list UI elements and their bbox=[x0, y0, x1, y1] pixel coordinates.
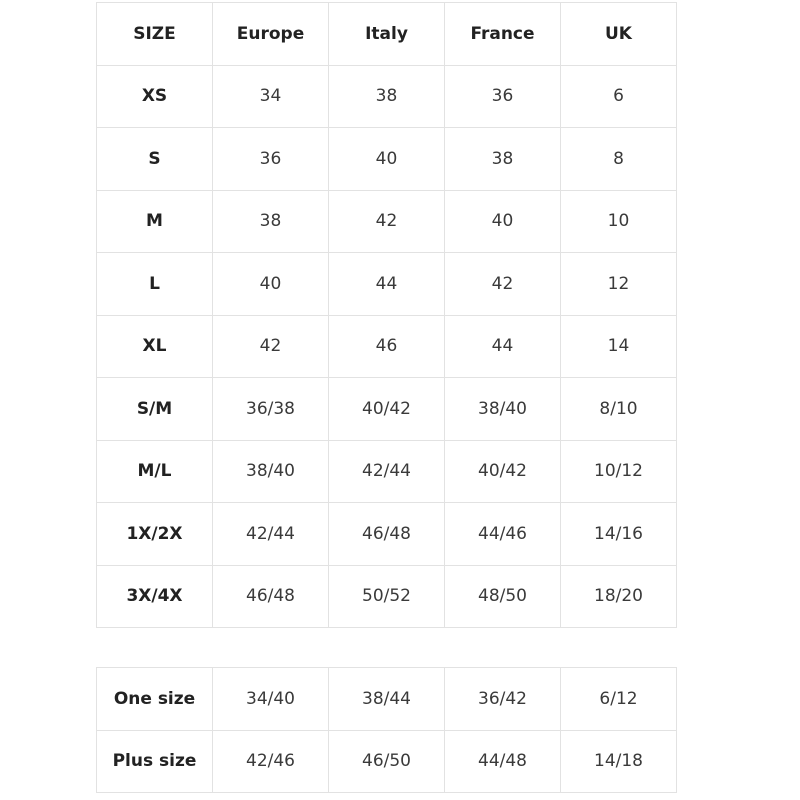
table-cell: 38/40 bbox=[212, 439, 329, 503]
table-cell: 44 bbox=[444, 314, 561, 378]
table-cell: 36 bbox=[444, 64, 561, 128]
table-cell: 50/52 bbox=[328, 564, 445, 628]
table-cell: 34 bbox=[212, 64, 329, 128]
table-cell: 40 bbox=[212, 252, 329, 316]
table-cell: 46 bbox=[328, 314, 445, 378]
table-cell: 42/44 bbox=[212, 502, 329, 566]
table-cell: 42/44 bbox=[328, 439, 445, 503]
table-cell: 14/16 bbox=[560, 502, 677, 566]
table-cell: 36 bbox=[212, 127, 329, 191]
table-row: S 36 40 38 8 bbox=[96, 127, 677, 191]
table-cell: 46/48 bbox=[212, 564, 329, 628]
table-row: M 38 42 40 10 bbox=[96, 189, 677, 253]
header-cell: 1X/2X bbox=[96, 502, 213, 566]
table-row: One size 34/40 38/44 36/42 6/12 bbox=[96, 667, 677, 731]
table-cell: 18/20 bbox=[560, 564, 677, 628]
table-cell: 38/44 bbox=[328, 667, 445, 731]
table-row: XL 42 46 44 14 bbox=[96, 314, 677, 378]
header-cell: XS bbox=[96, 64, 213, 128]
table-row: M/L 38/40 42/44 40/42 10/12 bbox=[96, 439, 677, 503]
table-cell: 44 bbox=[328, 252, 445, 316]
table-row: 3X/4X 46/48 50/52 48/50 18/20 bbox=[96, 564, 677, 628]
header-cell: Europe bbox=[212, 2, 329, 66]
table-cell: 42 bbox=[212, 314, 329, 378]
table-cell: 38 bbox=[328, 64, 445, 128]
header-cell: 3X/4X bbox=[96, 564, 213, 628]
header-cell: XL bbox=[96, 314, 213, 378]
special-size-table: One size 34/40 38/44 36/42 6/12 Plus size 42/4… bbox=[96, 667, 677, 793]
size-chart-table: SIZE Europe Italy France UK XS 34 38 36 6 S 36 40 38 8… bbox=[96, 2, 677, 628]
header-cell: France bbox=[444, 2, 561, 66]
header-cell: SIZE bbox=[96, 2, 213, 66]
table-cell: 48/50 bbox=[444, 564, 561, 628]
header-cell: One size bbox=[96, 667, 213, 731]
table-cell: 44/48 bbox=[444, 729, 561, 793]
table-cell: 14/18 bbox=[560, 729, 677, 793]
header-cell: M bbox=[96, 189, 213, 253]
table-cell: 34/40 bbox=[212, 667, 329, 731]
table-cell: 6/12 bbox=[560, 667, 677, 731]
header-row: SIZE Europe Italy France UK bbox=[96, 2, 677, 66]
table-row: XS 34 38 36 6 bbox=[96, 64, 677, 128]
table-cell: 42 bbox=[328, 189, 445, 253]
table-cell: 40/42 bbox=[328, 377, 445, 441]
header-cell: S/M bbox=[96, 377, 213, 441]
header-cell: L bbox=[96, 252, 213, 316]
table-cell: 8/10 bbox=[560, 377, 677, 441]
table-row: L 40 44 42 12 bbox=[96, 252, 677, 316]
table-cell: 38 bbox=[444, 127, 561, 191]
header-cell: M/L bbox=[96, 439, 213, 503]
table-cell: 38/40 bbox=[444, 377, 561, 441]
table-cell: 40 bbox=[328, 127, 445, 191]
header-cell: S bbox=[96, 127, 213, 191]
table-cell: 6 bbox=[560, 64, 677, 128]
table-cell: 42 bbox=[444, 252, 561, 316]
table-cell: 40 bbox=[444, 189, 561, 253]
table-cell: 8 bbox=[560, 127, 677, 191]
table-cell: 12 bbox=[560, 252, 677, 316]
table-cell: 36/38 bbox=[212, 377, 329, 441]
header-cell: Italy bbox=[328, 2, 445, 66]
header-cell: Plus size bbox=[96, 729, 213, 793]
table-cell: 10 bbox=[560, 189, 677, 253]
table-cell: 46/50 bbox=[328, 729, 445, 793]
table-row: Plus size 42/46 46/50 44/48 14/18 bbox=[96, 729, 677, 793]
table-cell: 38 bbox=[212, 189, 329, 253]
header-cell: UK bbox=[560, 2, 677, 66]
table-cell: 46/48 bbox=[328, 502, 445, 566]
table-cell: 10/12 bbox=[560, 439, 677, 503]
table-cell: 44/46 bbox=[444, 502, 561, 566]
table-cell: 36/42 bbox=[444, 667, 561, 731]
table-cell: 14 bbox=[560, 314, 677, 378]
table-row: S/M 36/38 40/42 38/40 8/10 bbox=[96, 377, 677, 441]
table-cell: 42/46 bbox=[212, 729, 329, 793]
table-row: 1X/2X 42/44 46/48 44/46 14/16 bbox=[96, 502, 677, 566]
table-cell: 40/42 bbox=[444, 439, 561, 503]
